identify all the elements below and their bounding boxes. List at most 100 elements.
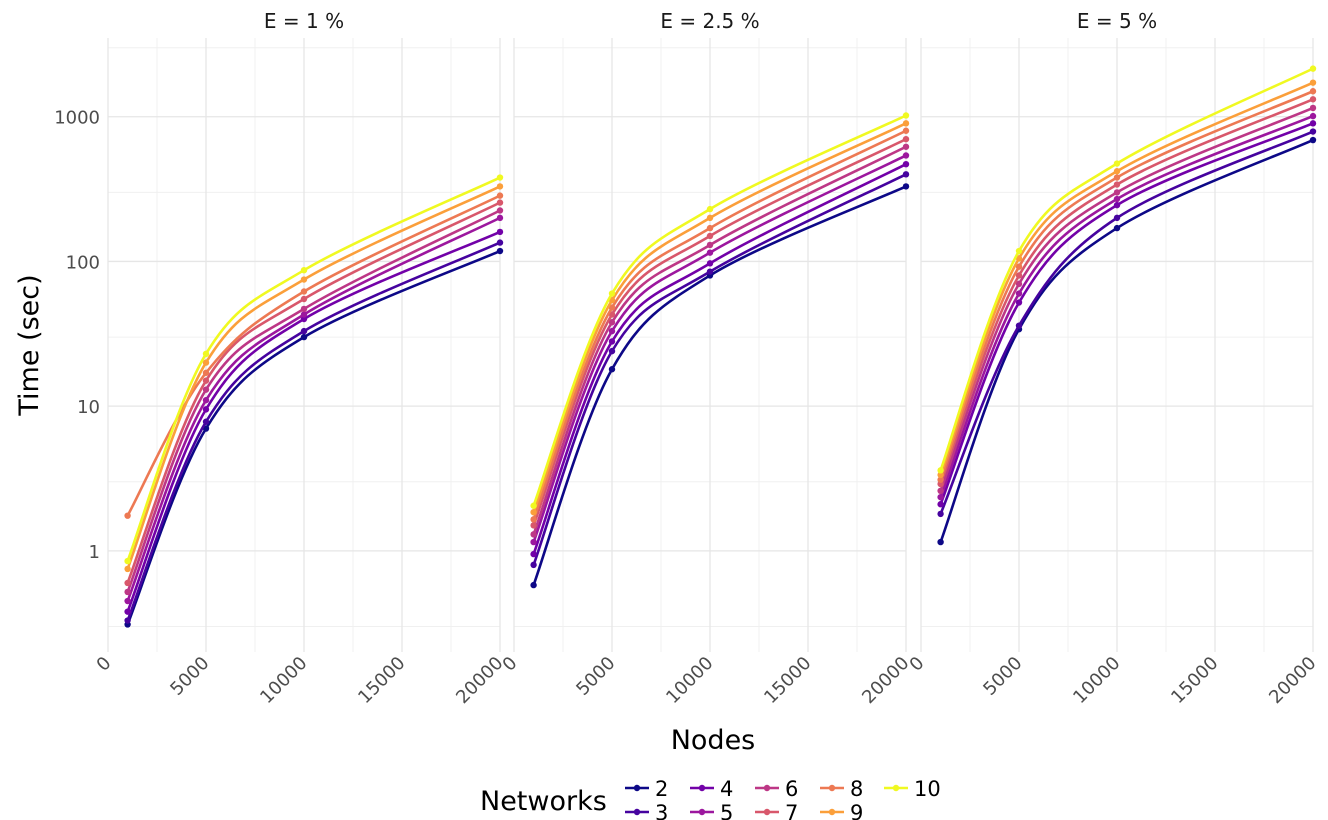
data-point-8	[530, 516, 537, 523]
series-line-9	[532, 122, 907, 513]
data-point-7	[496, 199, 504, 206]
data-point-6	[300, 305, 308, 313]
data-point-4	[706, 260, 714, 267]
data-point-2	[608, 366, 616, 373]
data-point-2	[300, 333, 308, 341]
data-point-8	[902, 127, 910, 134]
series-line-6	[939, 106, 1314, 492]
data-point-7	[300, 295, 308, 303]
data-point-7	[124, 579, 131, 587]
data-point-2	[937, 538, 944, 546]
series-line-3	[532, 173, 907, 566]
series-line-9	[126, 185, 501, 570]
legend-label: 4	[720, 777, 733, 801]
data-point-8	[1113, 174, 1121, 181]
series-line-6	[532, 145, 907, 535]
x-tick-label: 10000	[662, 653, 717, 708]
series-line-4	[939, 122, 1314, 505]
data-point-2	[1113, 224, 1121, 232]
data-point-6	[1309, 104, 1317, 112]
legend-key-point	[633, 808, 641, 816]
data-point-10	[530, 502, 537, 509]
data-point-2	[1309, 136, 1317, 144]
x-tick-label: 10000	[256, 653, 311, 708]
series-line-6	[126, 209, 501, 593]
data-point-7	[1015, 272, 1023, 279]
x-tick-label: 15000	[760, 653, 815, 708]
data-point-2	[902, 183, 910, 190]
data-point-3	[1015, 322, 1023, 329]
y-tick-label: 100	[66, 252, 100, 273]
data-point-3	[300, 327, 308, 335]
data-point-10	[1113, 160, 1121, 167]
legend-label: 5	[720, 801, 733, 820]
data-point-4	[902, 160, 910, 168]
data-point-4	[608, 338, 616, 345]
panel-title: E = 1 %	[264, 9, 344, 33]
data-point-3	[202, 418, 210, 425]
data-point-6	[496, 207, 504, 214]
legend-label: 3	[655, 801, 668, 820]
x-tick-label: 5000	[572, 653, 619, 700]
legend-key-point	[892, 784, 900, 792]
legend-key-point	[763, 808, 771, 816]
data-point-8	[202, 369, 210, 376]
data-point-5	[937, 493, 944, 501]
data-point-4	[1113, 201, 1121, 209]
data-point-3	[496, 239, 504, 246]
legend-label: 9	[850, 801, 863, 820]
data-point-7	[530, 522, 537, 529]
series-line-9	[939, 81, 1314, 476]
data-point-5	[902, 152, 910, 159]
series-line-8	[939, 90, 1314, 481]
y-tick-label: 1000	[54, 108, 100, 129]
data-point-10	[124, 557, 131, 565]
data-point-7	[706, 232, 714, 240]
data-point-5	[124, 597, 131, 605]
legend-key-point	[763, 784, 771, 792]
data-point-6	[1015, 280, 1023, 288]
data-point-7	[202, 377, 210, 384]
series-line-10	[126, 176, 501, 562]
legend-label: 7	[785, 801, 798, 820]
data-point-4	[202, 406, 210, 413]
data-point-5	[706, 249, 714, 256]
data-point-10	[902, 112, 910, 119]
legend-key-point	[698, 808, 706, 816]
data-point-9	[300, 276, 308, 283]
series-line-3	[939, 130, 1314, 515]
data-point-9	[706, 214, 714, 222]
panel-title: E = 5 %	[1077, 9, 1157, 33]
data-point-6	[1113, 189, 1121, 196]
data-point-10	[1309, 65, 1317, 72]
data-point-9	[124, 565, 131, 573]
data-point-10	[1015, 247, 1023, 255]
series-line-10	[939, 67, 1314, 471]
data-point-9	[202, 359, 210, 366]
x-tick-label: 15000	[354, 653, 409, 708]
y-tick-label: 1	[89, 542, 100, 563]
x-axis-title: Nodes	[671, 725, 756, 756]
data-point-3	[706, 268, 714, 275]
data-point-5	[496, 214, 504, 222]
series-line-10	[532, 114, 907, 507]
data-point-4	[1309, 120, 1317, 127]
x-tick-label: 15000	[1167, 653, 1222, 708]
data-point-8	[608, 304, 616, 311]
data-point-8	[496, 192, 504, 199]
data-point-3	[1309, 128, 1317, 135]
data-point-8	[1309, 88, 1317, 95]
x-tick-label: 0	[93, 653, 116, 676]
data-point-5	[1309, 112, 1317, 120]
data-point-10	[300, 266, 308, 274]
data-point-6	[530, 531, 537, 538]
panel-title: E = 2.5 %	[660, 9, 759, 33]
legend-title: Networks	[480, 786, 607, 817]
legend-label: 10	[914, 777, 941, 801]
data-point-3	[608, 347, 616, 355]
data-point-8	[300, 288, 308, 295]
data-point-10	[496, 174, 504, 181]
data-point-5	[608, 327, 616, 335]
data-point-6	[937, 487, 944, 495]
data-point-6	[608, 319, 616, 326]
